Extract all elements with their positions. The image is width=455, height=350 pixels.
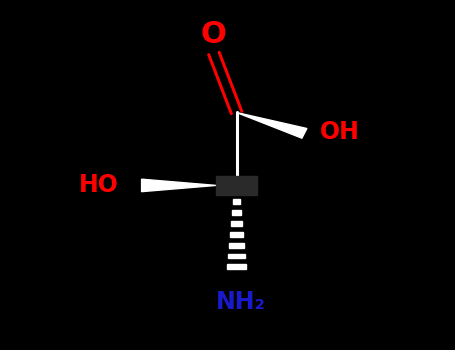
- Polygon shape: [234, 188, 239, 193]
- Text: O: O: [201, 20, 227, 49]
- Polygon shape: [229, 243, 244, 247]
- Polygon shape: [142, 179, 216, 192]
- Bar: [216, 176, 257, 195]
- Polygon shape: [230, 232, 243, 237]
- Polygon shape: [237, 112, 307, 138]
- Polygon shape: [231, 221, 242, 226]
- Text: OH: OH: [320, 120, 360, 144]
- Polygon shape: [232, 210, 241, 215]
- Polygon shape: [233, 199, 240, 204]
- Polygon shape: [228, 253, 245, 258]
- Text: HO: HO: [79, 173, 119, 197]
- Text: NH₂: NH₂: [216, 289, 266, 314]
- Polygon shape: [227, 264, 246, 269]
